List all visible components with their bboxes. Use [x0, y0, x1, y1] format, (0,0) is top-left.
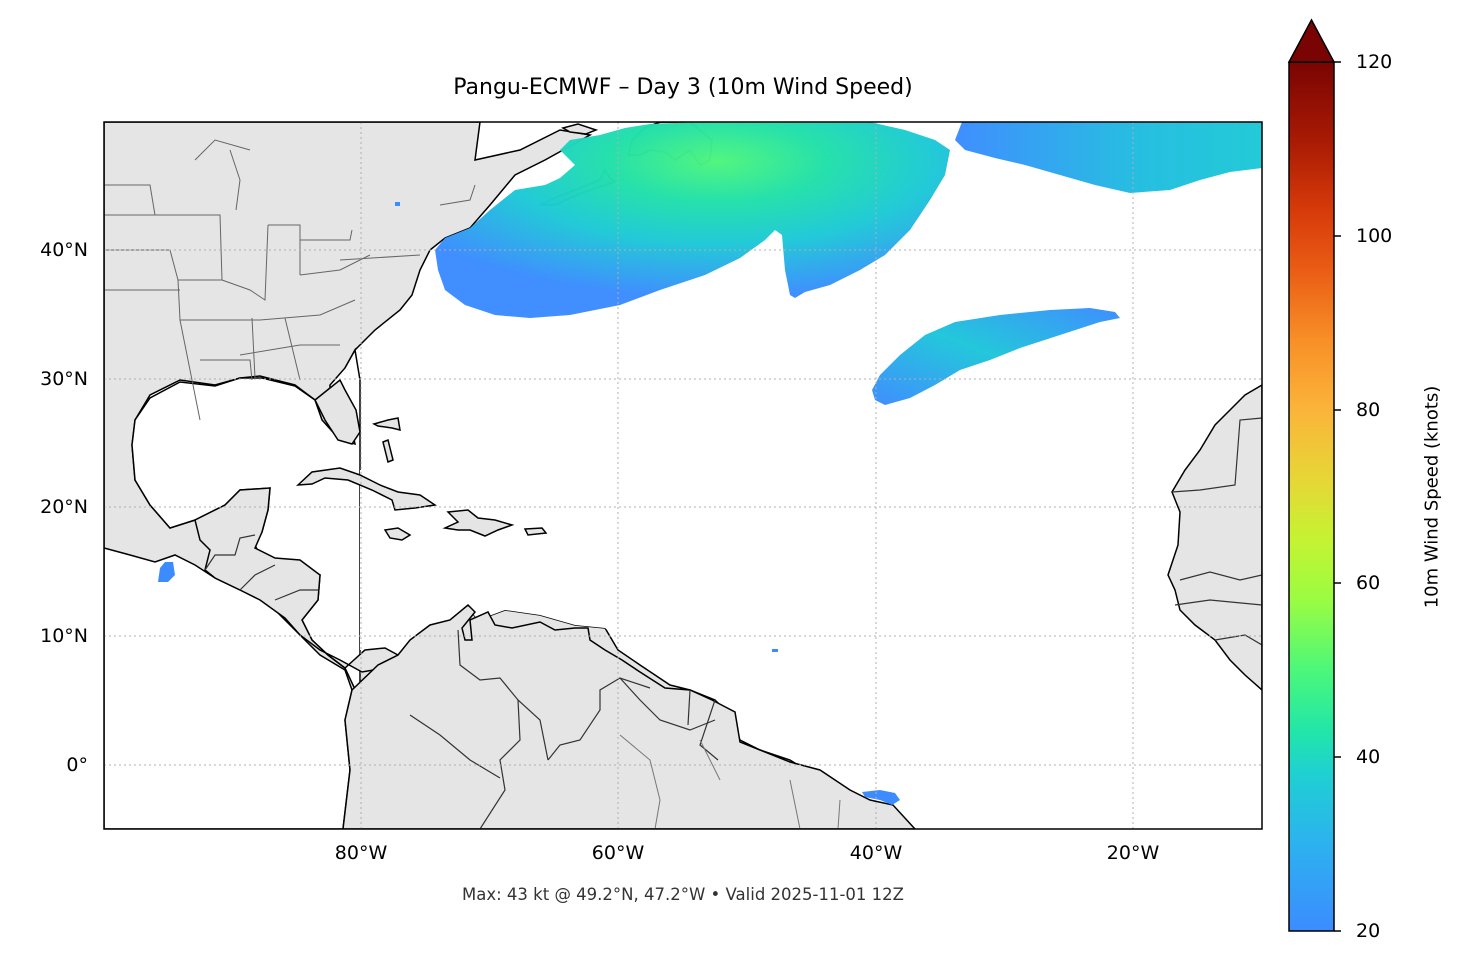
- chart-title: Pangu-ECMWF – Day 3 (10m Wind Speed): [453, 75, 913, 100]
- wind-region-ne-atlantic: [955, 122, 1262, 193]
- colorbar-tick-label: 120: [1356, 51, 1393, 73]
- max-and-valid-time-caption: Max: 43 kt @ 49.2°N, 47.2°W • Valid 2025…: [462, 885, 904, 904]
- wind-region-east-pacific: [158, 562, 175, 582]
- land-florida: [314, 378, 361, 445]
- colorbar: [1287, 18, 1341, 932]
- wind-region-off-brazil: [862, 790, 900, 805]
- land-south-america: [342, 603, 917, 829]
- state-borders: [104, 139, 476, 421]
- colorbar-tick-label: 100: [1356, 225, 1393, 247]
- land-hispaniola: [442, 509, 515, 537]
- wind-region-nw-atlantic: [435, 122, 950, 318]
- minor-borders: [619, 734, 841, 829]
- gridlines: [104, 122, 1262, 829]
- y-tick-label: 40°N: [40, 239, 88, 261]
- colorbar-tick-label: 40: [1356, 746, 1381, 768]
- colorbar-extend-arrow: [1287, 18, 1336, 63]
- y-tick-label: 20°N: [40, 496, 88, 518]
- colorbar-tick-label: 20: [1356, 920, 1381, 942]
- y-tick-label: 30°N: [40, 368, 88, 390]
- x-tick-label: 60°W: [591, 842, 645, 864]
- caribbean-sea: [360, 380, 620, 655]
- country-borders: [204, 417, 1262, 829]
- y-tick-label: 10°N: [40, 625, 88, 647]
- colorbar-gradient: [1288, 61, 1335, 932]
- x-tick-label: 80°W: [334, 842, 388, 864]
- colorbar-label: 10m Wind Speed (knots): [1421, 385, 1443, 609]
- wind-speck-lake: [395, 202, 400, 206]
- wind-region-subtropical-band: [872, 308, 1120, 405]
- y-tick-label: 0°: [66, 754, 88, 776]
- x-tick-label: 20°W: [1106, 842, 1160, 864]
- x-tick-label: 40°W: [849, 842, 903, 864]
- land-anticosti: [561, 123, 599, 135]
- land-west-africa: [1167, 384, 1262, 692]
- land-puerto-rico: [523, 527, 548, 536]
- wind-speck: [772, 649, 778, 652]
- colorbar-tick-label: 80: [1356, 399, 1381, 421]
- colorbar-tick-label: 60: [1356, 572, 1381, 594]
- land-bahamas: [371, 417, 401, 464]
- land-jamaica: [383, 527, 412, 541]
- map-frame: [103, 121, 1263, 830]
